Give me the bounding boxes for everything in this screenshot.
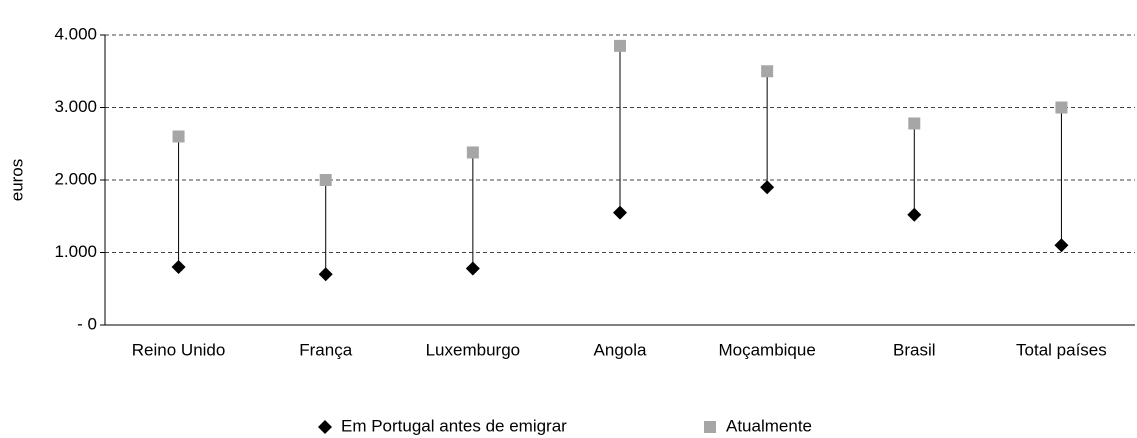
point: [465, 261, 480, 276]
x-tick-label: Reino Unido: [132, 340, 226, 359]
x-tick-label: Luxemburgo: [426, 340, 521, 359]
point: [172, 130, 185, 143]
legend-label: Em Portugal antes de emigrar: [341, 416, 567, 435]
y-tick-label: 1.000: [54, 242, 97, 261]
x-tick-label: Moçambique: [718, 340, 815, 359]
point: [318, 267, 333, 282]
point: [614, 39, 626, 52]
point: [907, 207, 922, 222]
point: [908, 117, 921, 130]
point: [760, 180, 775, 195]
y-tick-label: 4.000: [54, 24, 97, 43]
x-tick-label: Angola: [594, 340, 647, 359]
point: [613, 205, 627, 220]
x-tick-label: França: [299, 340, 352, 359]
y-tick-label: 2.000: [54, 169, 97, 188]
x-tick-label: Brasil: [893, 340, 936, 359]
point: [319, 174, 332, 186]
point: [466, 146, 479, 159]
y-tick-label: - 0: [77, 314, 97, 333]
legend-label: Atualmente: [726, 416, 812, 435]
point: [1055, 101, 1068, 114]
point: [761, 65, 774, 78]
legend-marker: [318, 420, 332, 434]
y-axis-label: euros: [7, 159, 26, 202]
x-tick-label: Total países: [1016, 340, 1107, 359]
point: [1054, 238, 1069, 253]
point: [171, 260, 186, 274]
y-tick-label: 3.000: [54, 97, 97, 116]
legend-marker: [704, 421, 716, 433]
